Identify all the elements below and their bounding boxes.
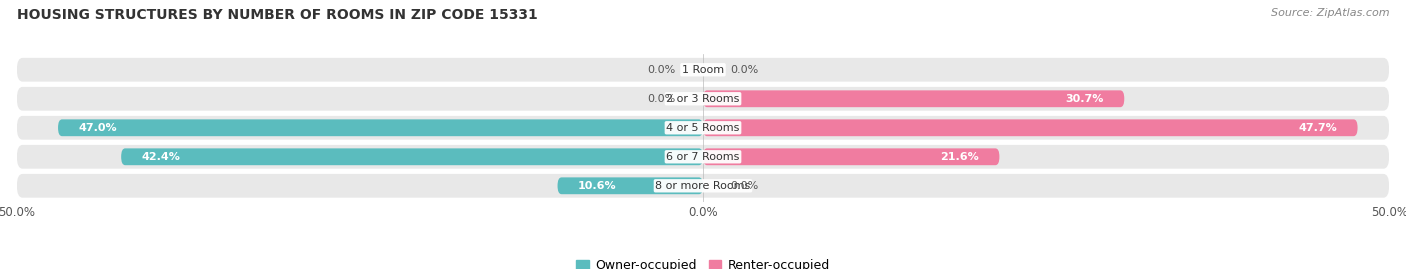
FancyBboxPatch shape (703, 119, 1358, 136)
FancyBboxPatch shape (58, 119, 703, 136)
Text: 0.0%: 0.0% (731, 65, 759, 75)
Text: HOUSING STRUCTURES BY NUMBER OF ROOMS IN ZIP CODE 15331: HOUSING STRUCTURES BY NUMBER OF ROOMS IN… (17, 8, 537, 22)
Text: 21.6%: 21.6% (941, 152, 979, 162)
FancyBboxPatch shape (17, 58, 1389, 82)
FancyBboxPatch shape (17, 174, 1389, 198)
Text: 47.0%: 47.0% (79, 123, 117, 133)
Text: 10.6%: 10.6% (578, 181, 617, 191)
Text: 0.0%: 0.0% (647, 94, 675, 104)
FancyBboxPatch shape (17, 87, 1389, 111)
FancyBboxPatch shape (17, 145, 1389, 169)
Text: 6 or 7 Rooms: 6 or 7 Rooms (666, 152, 740, 162)
Text: 0.0%: 0.0% (647, 65, 675, 75)
Text: 0.0%: 0.0% (731, 181, 759, 191)
FancyBboxPatch shape (17, 116, 1389, 140)
Text: 4 or 5 Rooms: 4 or 5 Rooms (666, 123, 740, 133)
Text: 8 or more Rooms: 8 or more Rooms (655, 181, 751, 191)
Text: 30.7%: 30.7% (1066, 94, 1104, 104)
Text: 47.7%: 47.7% (1298, 123, 1337, 133)
Text: Source: ZipAtlas.com: Source: ZipAtlas.com (1271, 8, 1389, 18)
FancyBboxPatch shape (121, 148, 703, 165)
FancyBboxPatch shape (703, 148, 1000, 165)
FancyBboxPatch shape (558, 177, 703, 194)
Legend: Owner-occupied, Renter-occupied: Owner-occupied, Renter-occupied (576, 259, 830, 269)
FancyBboxPatch shape (703, 90, 1125, 107)
Text: 1 Room: 1 Room (682, 65, 724, 75)
Text: 2 or 3 Rooms: 2 or 3 Rooms (666, 94, 740, 104)
Text: 42.4%: 42.4% (142, 152, 180, 162)
